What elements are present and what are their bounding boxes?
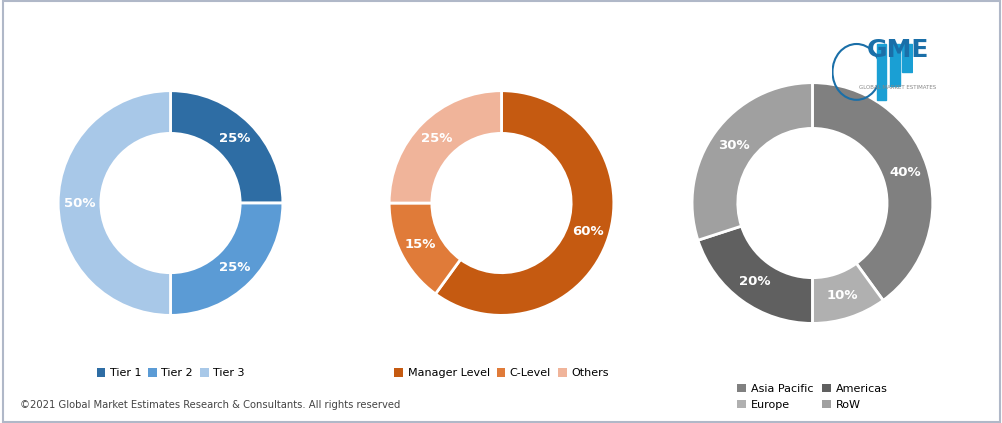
Wedge shape [691,82,812,240]
Text: GME: GME [866,38,928,62]
Text: 60%: 60% [572,225,603,238]
Text: 25%: 25% [219,132,250,145]
Bar [902,44,911,72]
Bar [890,44,899,86]
Wedge shape [170,91,283,203]
Wedge shape [389,91,501,203]
Legend: Asia Pacific, Europe, Americas, RoW: Asia Pacific, Europe, Americas, RoW [732,379,891,414]
Text: 40%: 40% [889,166,920,179]
Wedge shape [435,91,613,316]
Bar [876,44,886,100]
Wedge shape [389,203,460,294]
Text: 25%: 25% [421,132,452,145]
Wedge shape [58,91,170,316]
Text: 25%: 25% [219,261,250,274]
Wedge shape [812,82,932,300]
Text: GLOBAL MARKET ESTIMATES: GLOBAL MARKET ESTIMATES [858,85,936,90]
Text: 15%: 15% [405,238,436,251]
Text: 20%: 20% [738,275,771,288]
Wedge shape [697,226,812,324]
Text: 50%: 50% [64,197,95,209]
Text: 30%: 30% [717,139,748,152]
Wedge shape [812,264,883,324]
Legend: Tier 1, Tier 2, Tier 3: Tier 1, Tier 2, Tier 3 [92,364,248,383]
Text: 10%: 10% [826,289,858,302]
Legend: Manager Level, C-Level, Others: Manager Level, C-Level, Others [390,364,612,383]
Text: ©2021 Global Market Estimates Research & Consultants. All rights reserved: ©2021 Global Market Estimates Research &… [20,400,400,410]
Wedge shape [170,203,283,316]
